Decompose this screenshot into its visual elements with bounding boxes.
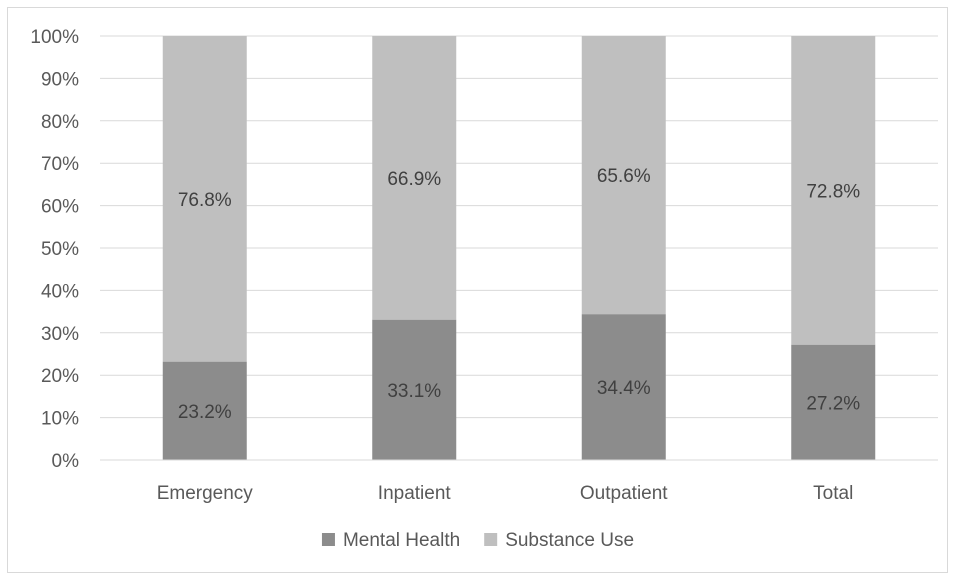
legend-label: Mental Health <box>343 530 460 551</box>
bar-substance-use <box>162 36 247 362</box>
bar-substance-use <box>372 36 457 320</box>
legend-item-mental-health: Mental Health <box>321 530 460 551</box>
data-label-substance-use: 65.6% <box>597 166 651 187</box>
bar-mental-health <box>791 344 876 460</box>
y-tick-label: 100% <box>30 27 79 48</box>
x-tick-label: Total <box>813 483 853 504</box>
bar-mental-health <box>581 314 666 460</box>
data-label-substance-use: 76.8% <box>178 190 232 211</box>
bar-mental-health <box>162 361 247 460</box>
data-label-mental-health: 23.2% <box>178 402 232 423</box>
y-axis: 0% 10% 20% 30% 40% 50% 60% 70% 80% 90% 100% <box>30 27 79 472</box>
legend-item-substance-use: Substance Use <box>484 530 634 551</box>
y-tick-label: 50% <box>41 239 79 260</box>
data-label-mental-health: 27.2% <box>806 393 860 414</box>
y-tick-label: 70% <box>41 154 79 175</box>
x-tick-label: Inpatient <box>378 483 452 504</box>
y-tick-label: 20% <box>41 366 79 387</box>
data-label-mental-health: 33.1% <box>387 381 441 402</box>
y-tick-label: 40% <box>41 281 79 302</box>
x-tick-label: Emergency <box>157 483 254 504</box>
y-tick-label: 0% <box>52 451 80 472</box>
legend-label: Substance Use <box>505 530 634 551</box>
bar-substance-use <box>791 36 876 345</box>
bars <box>162 36 876 460</box>
bar-substance-use <box>581 36 666 315</box>
legend-swatch <box>484 533 498 546</box>
data-label-mental-health: 34.4% <box>597 378 651 399</box>
data-label-substance-use: 72.8% <box>806 181 860 202</box>
y-tick-label: 90% <box>41 69 79 90</box>
y-tick-label: 30% <box>41 324 79 345</box>
legend: Mental Health Substance Use <box>321 530 634 551</box>
data-labels: 23.2% 76.8% 33.1% 66.9% 34.4% 65.6% 27.2% 72.8% <box>178 166 860 423</box>
y-tick-label: 10% <box>41 409 79 430</box>
y-tick-label: 80% <box>41 112 79 133</box>
x-tick-label: Outpatient <box>580 483 668 504</box>
bar-mental-health <box>372 319 457 460</box>
x-axis: Emergency Inpatient Outpatient Total <box>100 459 938 504</box>
legend-swatch <box>321 533 335 546</box>
data-label-substance-use: 66.9% <box>387 169 441 190</box>
y-tick-label: 60% <box>41 197 79 218</box>
